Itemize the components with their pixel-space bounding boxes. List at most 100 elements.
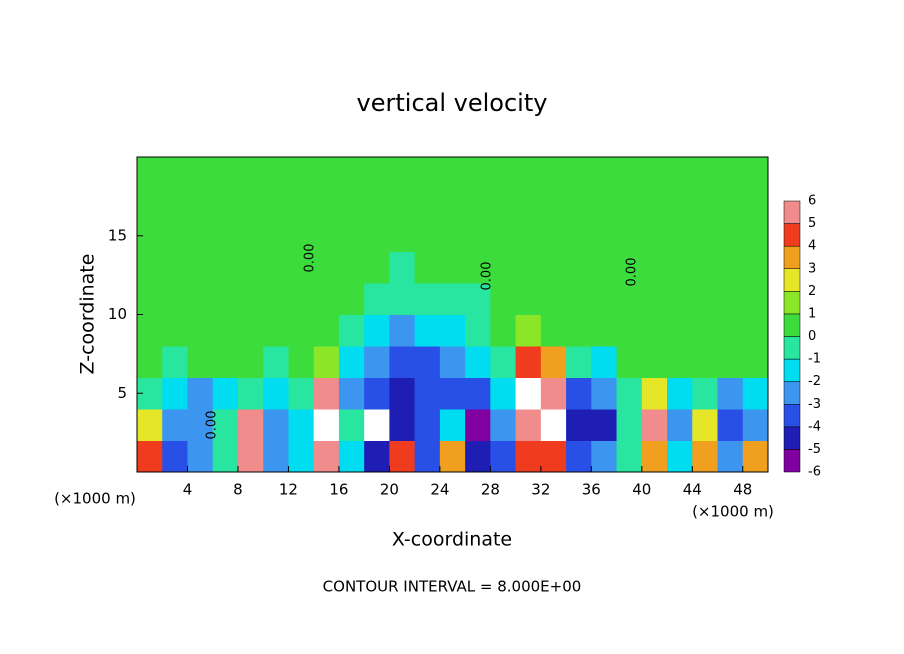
heatmap-cell bbox=[389, 346, 416, 378]
heatmap-cell bbox=[212, 251, 239, 284]
heatmap-cell bbox=[162, 314, 188, 347]
heatmap-cell bbox=[187, 440, 214, 473]
colorbar-label: -1 bbox=[808, 352, 821, 367]
heatmap-cell bbox=[616, 220, 643, 252]
heatmap-cell bbox=[616, 377, 643, 410]
heatmap-cell bbox=[641, 220, 668, 252]
footer: CONTOUR INTERVAL = 8.000E+00 bbox=[323, 578, 582, 596]
heatmap-cell bbox=[490, 440, 517, 473]
heatmap-cell bbox=[187, 157, 214, 189]
heatmap-cell bbox=[717, 346, 744, 378]
heatmap-cell bbox=[692, 251, 719, 284]
heatmap-cell bbox=[212, 157, 239, 189]
colorbar-label: -3 bbox=[808, 397, 821, 412]
heatmap-cell bbox=[641, 283, 668, 315]
heatmap-cell bbox=[313, 377, 340, 410]
heatmap-cell bbox=[742, 346, 769, 378]
x-axis-label: X-coordinate bbox=[392, 529, 512, 551]
heatmap-cell bbox=[263, 157, 289, 189]
heatmap-cell bbox=[212, 440, 239, 473]
heatmap-cell bbox=[414, 251, 441, 284]
heatmap-cell bbox=[288, 346, 315, 378]
y-tick-label: 10 bbox=[108, 305, 127, 323]
x-tick-label: 40 bbox=[632, 481, 651, 499]
heatmap-cell bbox=[667, 283, 693, 315]
heatmap-cell bbox=[515, 220, 542, 252]
heatmap-cell bbox=[288, 220, 315, 252]
heatmap-cell bbox=[540, 409, 567, 441]
heatmap-cell bbox=[717, 377, 744, 410]
heatmap-cell bbox=[313, 220, 340, 252]
heatmap-cell bbox=[439, 188, 466, 221]
heatmap-cell bbox=[742, 157, 769, 189]
heatmap-cell bbox=[591, 283, 618, 315]
heatmap-cell bbox=[742, 188, 769, 221]
heatmap-cell bbox=[742, 220, 769, 252]
heatmap-cell bbox=[237, 346, 264, 378]
heatmap-cell bbox=[288, 188, 315, 221]
heatmap-cell bbox=[742, 440, 769, 473]
heatmap-cell bbox=[237, 314, 264, 347]
heatmap-cell bbox=[288, 157, 315, 189]
heatmap-cell bbox=[313, 188, 340, 221]
heatmap-cell bbox=[742, 314, 769, 347]
heatmap-cell bbox=[313, 314, 340, 347]
heatmap-cell bbox=[338, 157, 365, 189]
heatmap-cell bbox=[490, 346, 517, 378]
colorbar-label: 0 bbox=[808, 329, 816, 344]
heatmap-cell bbox=[288, 409, 315, 441]
heatmap-cell bbox=[364, 314, 390, 347]
heatmap-cell bbox=[187, 346, 214, 378]
heatmap-cell bbox=[540, 251, 567, 284]
heatmap-cell bbox=[288, 377, 315, 410]
heatmap-cell bbox=[641, 346, 668, 378]
colorbar-label: -4 bbox=[808, 419, 821, 434]
heatmap-cell bbox=[490, 377, 517, 410]
x-tick-label: 4 bbox=[183, 481, 193, 499]
heatmap-cell bbox=[162, 377, 188, 410]
heatmap-cell bbox=[389, 440, 416, 473]
heatmap-cell bbox=[692, 157, 719, 189]
heatmap-cell bbox=[364, 409, 390, 441]
heatmap-cell bbox=[742, 377, 769, 410]
heatmap-cell bbox=[313, 283, 340, 315]
heatmap-cell bbox=[490, 220, 517, 252]
heatmap-cell bbox=[616, 409, 643, 441]
x-tick-label: 24 bbox=[430, 481, 449, 499]
heatmap-cell bbox=[137, 346, 163, 378]
heatmap-cell bbox=[439, 157, 466, 189]
heatmap-cell bbox=[616, 157, 643, 189]
heatmap-cell bbox=[338, 440, 365, 473]
x-tick-label: 32 bbox=[531, 481, 550, 499]
heatmap-cell bbox=[465, 377, 491, 410]
heatmap-cell bbox=[692, 346, 719, 378]
heatmap-cell bbox=[389, 157, 416, 189]
colorbar-segment bbox=[783, 200, 801, 224]
heatmap-cell bbox=[566, 283, 592, 315]
heatmap-cell bbox=[162, 251, 188, 284]
heatmap-cell bbox=[364, 220, 390, 252]
heatmap-cell bbox=[338, 251, 365, 284]
heatmap-cell bbox=[263, 314, 289, 347]
heatmap-cell bbox=[540, 220, 567, 252]
heatmap-cell bbox=[439, 283, 466, 315]
heatmap-cell bbox=[667, 409, 693, 441]
heatmap-cell bbox=[237, 377, 264, 410]
colorbar-segment bbox=[783, 404, 801, 428]
heatmap-cell bbox=[389, 220, 416, 252]
heatmap-cell bbox=[212, 409, 239, 441]
heatmap-cell bbox=[566, 220, 592, 252]
colorbar-segment bbox=[783, 381, 801, 405]
heatmap-cell bbox=[338, 188, 365, 221]
heatmap-cell bbox=[540, 377, 567, 410]
heatmap-cell bbox=[288, 314, 315, 347]
heatmap-cell bbox=[212, 188, 239, 221]
heatmap-cell bbox=[137, 409, 163, 441]
heatmap-cell bbox=[364, 283, 390, 315]
heatmap-cell bbox=[439, 314, 466, 347]
heatmap-cell bbox=[414, 157, 441, 189]
heatmap-cell bbox=[364, 157, 390, 189]
heatmap-cell bbox=[692, 283, 719, 315]
heatmap-cell bbox=[641, 251, 668, 284]
heatmap-cell bbox=[439, 377, 466, 410]
